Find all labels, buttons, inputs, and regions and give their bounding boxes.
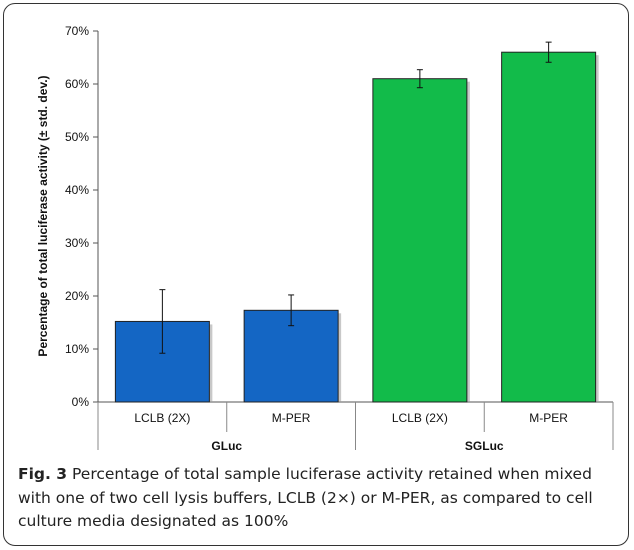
y-tick-label: 30% (65, 236, 89, 250)
caption-label: Fig. 3 (18, 465, 68, 483)
y-tick-label: 40% (65, 183, 89, 197)
bars (114, 41, 599, 403)
y-axis-title: Percentage of total luciferase activity … (36, 75, 50, 356)
y-tick-label: 20% (65, 289, 89, 303)
figure-caption: Fig. 3 Percentage of total sample lucife… (18, 463, 618, 534)
bar-chart: 0%10%20%30%40%50%60%70% LCLB (2X) M-PER LC… (36, 24, 614, 453)
bar (501, 51, 597, 403)
x-category-label: M-PER (529, 411, 568, 425)
x-group-label: SGLuc (465, 439, 504, 453)
bar (372, 78, 468, 403)
y-tick-label: 50% (65, 130, 89, 144)
x-category-label: LCLB (2X) (134, 411, 190, 425)
y-axis-ticks: 0% 10% 20% 30% 40% 50% 60% 70% (65, 24, 98, 409)
caption-text: Percentage of total sample luciferase ac… (18, 465, 593, 530)
x-category-label: LCLB (2X) (392, 411, 448, 425)
x-category-labels: LCLB (2X) M-PER LCLB (2X) M-PER (134, 411, 568, 425)
x-group-labels: GLuc SGLuc (97, 402, 614, 453)
y-tick-label: 0% (72, 395, 90, 409)
x-category-label: M-PER (272, 411, 311, 425)
y-tick-label: 70% (65, 24, 89, 38)
y-tick-label: 10% (65, 342, 89, 356)
y-tick-label: 60% (65, 77, 89, 91)
x-group-label: GLuc (211, 439, 242, 453)
